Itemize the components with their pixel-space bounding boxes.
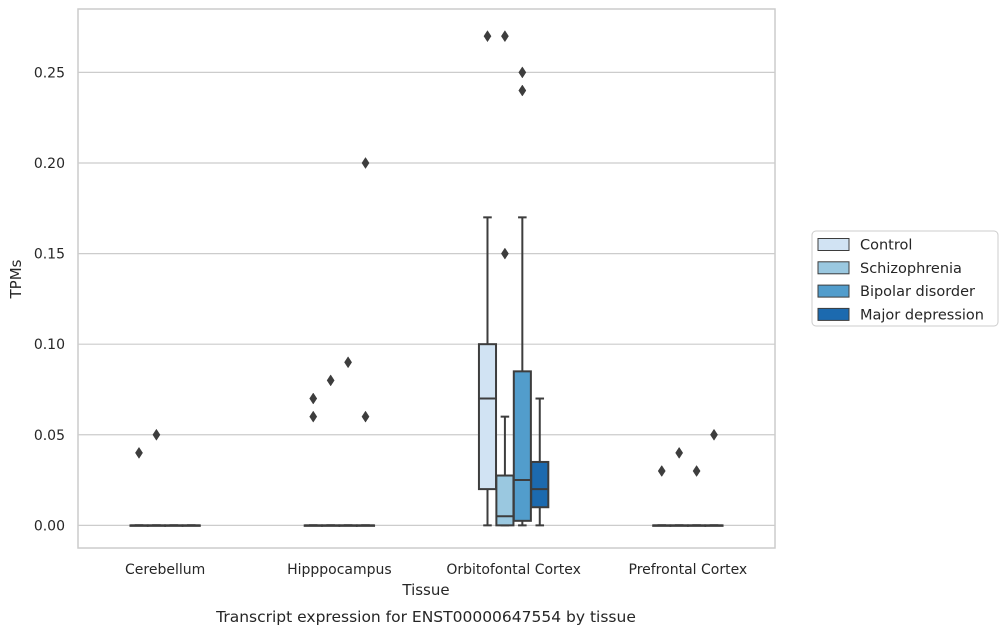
box-rect	[512, 370, 532, 522]
outlier-point	[657, 465, 666, 477]
legend-label: Schizophrenia	[860, 261, 962, 277]
box-group	[338, 356, 358, 527]
legend-entry: Control	[817, 238, 912, 254]
plot-area	[78, 9, 775, 548]
y-axis-label: TPMs	[7, 259, 25, 299]
box-group	[355, 157, 376, 527]
y-tick-label: 0.25	[34, 65, 65, 81]
outlier-point	[326, 374, 335, 387]
box-group	[321, 374, 341, 527]
legend-swatch	[817, 307, 850, 321]
series-group	[164, 66, 707, 527]
y-tick-label: 0.00	[34, 518, 65, 534]
box-group	[530, 397, 550, 527]
y-tick-label: 0.20	[34, 156, 65, 172]
outlier-point	[501, 247, 509, 260]
box-group	[704, 428, 724, 527]
outlier-point	[692, 465, 701, 477]
outlier-point	[518, 84, 527, 97]
box-group	[477, 30, 498, 527]
y-tick-label: 0.05	[34, 428, 65, 444]
legend-label: Control	[860, 238, 912, 254]
box-group	[512, 66, 532, 527]
x-axis-label: Tissue	[401, 581, 449, 599]
box-group	[181, 524, 201, 527]
x-tick-label: Prefrontal Cortex	[629, 562, 748, 578]
outlier-point	[309, 410, 318, 423]
legend-swatch	[817, 238, 850, 251]
x-tick-labels: Cerebellum Hipppocampus Orbitofontal Corte…	[125, 562, 747, 578]
box-group	[495, 30, 515, 527]
outlier-point	[518, 66, 527, 79]
x-tick-label: Hipppocampus	[287, 562, 392, 578]
outlier-point	[501, 30, 509, 43]
outlier-point	[675, 446, 684, 459]
legend-swatch	[817, 284, 850, 298]
legend-swatch	[817, 261, 850, 275]
series-group	[129, 30, 672, 527]
outlier-point	[152, 428, 161, 441]
legend-entry: Schizophrenia	[817, 261, 962, 277]
legend-entry: Major depression	[817, 307, 984, 323]
outlier-point	[483, 30, 492, 43]
x-tick-label: Orbitofontal Cortex	[446, 562, 581, 578]
box-rect	[530, 460, 550, 509]
legend-label: Bipolar disorder	[860, 284, 975, 300]
outlier-point	[361, 410, 370, 423]
outlier-point	[344, 356, 352, 369]
box-group	[303, 392, 323, 527]
box-group	[652, 465, 672, 527]
y-tick-label: 0.10	[34, 337, 65, 353]
box-rect	[477, 343, 498, 491]
x-tick-label: Cerebellum	[125, 562, 205, 578]
plot-frame	[77, 8, 776, 549]
box-rect	[495, 474, 515, 527]
box-marks	[129, 30, 724, 527]
outlier-point	[309, 392, 318, 405]
series-group	[181, 157, 724, 527]
box-group	[164, 524, 184, 527]
legend-label: Major depression	[860, 307, 984, 323]
legend-box	[811, 230, 999, 327]
y-tick-label: 0.15	[34, 247, 65, 263]
outlier-point	[361, 157, 370, 169]
chart-caption: Transcript expression for ENST0000064755…	[215, 608, 636, 626]
y-tick-labels: 0.00 0.05 0.10 0.15 0.20 0.25	[34, 65, 65, 534]
legend-entry: Bipolar disorder	[817, 284, 975, 300]
outlier-point	[710, 428, 718, 441]
outlier-point	[135, 446, 143, 459]
legend: Control Schizophrenia Bipolar disorder Majo…	[811, 230, 999, 327]
